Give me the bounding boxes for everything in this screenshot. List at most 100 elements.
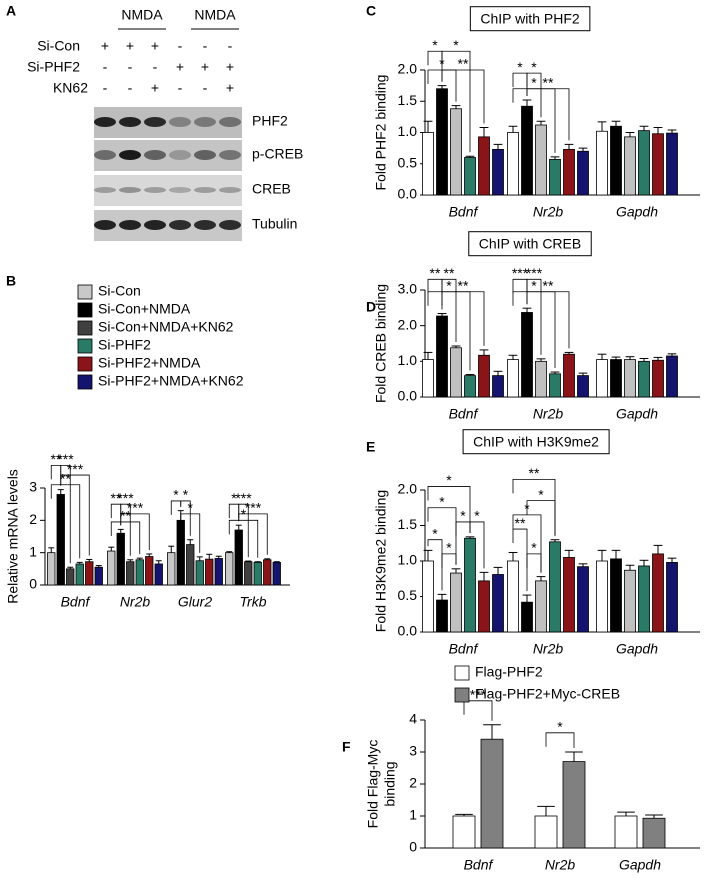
x-tick-label: Bdnf (449, 406, 480, 422)
significance-bracket (441, 50, 471, 153)
bar (107, 550, 116, 586)
significance-label: ** (430, 265, 441, 281)
significance-label: *** (67, 461, 84, 477)
bar (610, 558, 622, 633)
sign: + (226, 59, 234, 75)
x-tick-label: Nr2b (533, 204, 564, 220)
title-box (462, 429, 610, 455)
bar (116, 532, 125, 586)
y-axis-label: Relative mRNA levels (5, 469, 21, 604)
bar (244, 561, 253, 586)
bar (422, 359, 434, 398)
significance-label: ** (444, 265, 455, 281)
legend-swatch (77, 356, 93, 372)
sign: - (128, 59, 133, 75)
significance-bracket (441, 291, 485, 346)
y-tick-label: 1.0 (398, 352, 418, 368)
bar (521, 312, 533, 398)
significance-label: ** (458, 277, 469, 293)
y-tick-label: 1.5 (398, 516, 418, 532)
legend-label: Si-Con+NMDA+KN62 (98, 319, 234, 335)
significance-bracket (60, 474, 90, 556)
bar (464, 375, 476, 398)
bar (666, 355, 678, 398)
blot-band (144, 150, 166, 160)
y-tick-label: 1.0 (398, 552, 418, 568)
x-tick-label: Glur2 (178, 594, 212, 610)
bar (436, 88, 448, 196)
significance-bracket (526, 553, 542, 573)
significance-bracket (120, 503, 131, 556)
bar (126, 561, 135, 586)
bar (436, 599, 448, 633)
blot-band (119, 220, 141, 230)
band-label: p-CREB (252, 146, 303, 162)
significance-bracket (180, 500, 191, 536)
y-tick-label: 1.0 (398, 123, 418, 139)
blot-band (144, 220, 166, 230)
significance-label: *** (235, 490, 252, 506)
sign: + (126, 38, 134, 54)
bar (610, 359, 622, 398)
bar (521, 601, 533, 633)
bar (624, 569, 636, 633)
chart-title: ChIP with H3K9me2 (473, 434, 599, 450)
bar (263, 559, 272, 586)
bar (535, 360, 547, 398)
significance-label: * (188, 500, 194, 516)
significance-label: ** (529, 465, 540, 481)
blot-strip (94, 175, 242, 206)
significance-bracket (463, 700, 493, 721)
sign: - (128, 80, 133, 96)
significance-label: *** (117, 490, 134, 506)
bar (624, 359, 636, 398)
bar (436, 315, 448, 398)
significance-label: * (446, 277, 452, 293)
significance-label: *** (127, 500, 144, 516)
x-tick-label: Nr2b (533, 406, 564, 422)
y-tick-label: 0.0 (398, 186, 418, 202)
y-tick-label: 0.5 (398, 587, 418, 603)
sign: - (178, 80, 183, 96)
significance-label: * (446, 472, 452, 488)
significance-bracket (512, 478, 556, 536)
blot-band (169, 117, 191, 127)
significance-label: * (439, 56, 445, 72)
blot-band (119, 150, 141, 160)
significance-bracket (60, 464, 71, 564)
blot-band (94, 220, 116, 230)
legend-label: Si-PHF2 (98, 337, 151, 353)
significance-label: ** (51, 451, 62, 467)
bar (135, 559, 144, 586)
y-tick-label: 0 (29, 576, 37, 592)
significance-bracket (427, 486, 471, 533)
bar (94, 566, 103, 586)
row-label: Si-PHF2 (27, 59, 80, 75)
sign: - (103, 59, 108, 75)
significance-label: *** (245, 500, 262, 516)
x-tick-label: Gapdh (616, 406, 658, 422)
legend-swatch (77, 338, 93, 354)
significance-label: * (531, 540, 537, 556)
sign: - (178, 38, 183, 54)
significance-bracket (120, 513, 150, 550)
blot-band (169, 150, 191, 160)
panel-label: D (366, 299, 376, 315)
legend-label: Flag-PHF2+Myc-CREB (475, 686, 620, 702)
y-tick-label: 3.0 (398, 281, 418, 297)
blot-band (119, 187, 141, 193)
y-tick-label: 2.0 (398, 61, 418, 77)
significance-label: *** (526, 265, 543, 281)
legend-label: Si-Con+NMDA (98, 301, 191, 317)
bar (549, 541, 561, 633)
sign: + (201, 59, 209, 75)
blot-band (219, 187, 241, 193)
bar (638, 130, 650, 196)
significance-bracket (228, 519, 259, 558)
bar (642, 817, 666, 849)
y-axis-label: binding (382, 761, 398, 806)
sign: + (101, 38, 109, 54)
bar (549, 373, 561, 398)
significance-label: * (453, 37, 459, 53)
significance-label: ** (543, 277, 554, 293)
